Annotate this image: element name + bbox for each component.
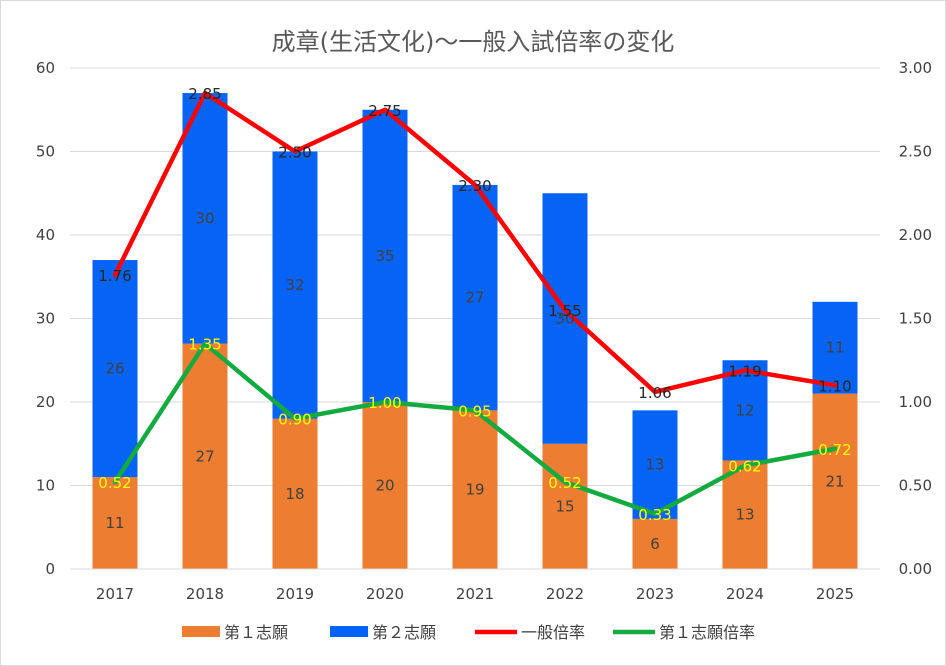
x-tick-label: 2019 [276, 585, 314, 603]
label-first-choice-ratio: 0.95 [458, 402, 491, 420]
y-right-tick-label: 1.00 [899, 393, 932, 411]
line-general-ratio [112, 90, 838, 395]
bar-label-second-choice: 26 [105, 360, 124, 378]
legend-second-choice-swatch [330, 626, 368, 637]
bar-label-first-choice: 20 [375, 477, 394, 495]
bar-label-second-choice: 12 [735, 401, 754, 419]
legend-second-choice-label: 第２志願 [372, 623, 436, 642]
bar-second-choice [542, 193, 588, 444]
y-left-tick-label: 60 [36, 59, 55, 77]
bar-first-choice [722, 460, 768, 569]
y-left-tick-label: 30 [36, 310, 55, 328]
bar-first-choice [362, 402, 408, 569]
bar-label-second-choice: 30 [555, 310, 574, 328]
x-tick-label: 2025 [816, 585, 854, 603]
x-tick-label: 2021 [456, 585, 494, 603]
y-right-tick-label: 2.00 [899, 226, 932, 244]
x-tick-label: 2024 [726, 585, 764, 603]
y-left-tick-label: 10 [36, 477, 55, 495]
legend-first-choice-swatch [182, 626, 220, 637]
label-first-choice-ratio: 0.33 [638, 506, 671, 524]
legend: 第１志願 第２志願 一般倍率 第１志願倍率 [182, 623, 755, 642]
label-first-choice-ratio: 1.35 [188, 336, 221, 354]
legend-first-choice-ratio-label: 第１志願倍率 [659, 623, 755, 642]
bar-label-first-choice: 15 [555, 497, 574, 515]
y-axis-left: 0 10 20 30 40 50 60 [36, 59, 55, 578]
y-right-tick-label: 2.50 [899, 143, 932, 161]
label-first-choice-ratio: 0.52 [98, 474, 131, 492]
label-general-ratio: 1.19 [728, 362, 761, 380]
label-general-ratio: 1.55 [548, 302, 581, 320]
x-tick-label: 2023 [636, 585, 674, 603]
x-tick-label: 2017 [96, 585, 134, 603]
bar-second-choice [182, 93, 228, 344]
x-tick-label: 2020 [366, 585, 404, 603]
label-general-ratio: 1.76 [98, 267, 131, 285]
bar-second-choice [812, 301, 858, 394]
bar-second-choice [92, 260, 138, 478]
bar-label-first-choice: 27 [195, 447, 214, 465]
y-left-tick-label: 40 [36, 226, 55, 244]
bar-label-first-choice: 13 [735, 506, 754, 524]
label-first-choice-ratio: 0.62 [728, 457, 761, 475]
label-general-ratio: 1.06 [638, 384, 671, 402]
y-right-tick-label: 0.50 [899, 477, 932, 495]
bar-label-first-choice: 21 [825, 472, 844, 490]
y-left-tick-label: 0 [45, 560, 55, 578]
bar-second-choice [362, 109, 408, 402]
x-tick-label: 2018 [186, 585, 224, 603]
label-general-ratio: 2.75 [368, 102, 401, 120]
label-general-ratio: 2.30 [458, 177, 491, 195]
legend-first-choice-label: 第１志願 [224, 623, 288, 642]
label-general-ratio: 2.85 [188, 85, 221, 103]
label-general-ratio: 2.50 [278, 144, 311, 162]
bar-second-choice [272, 151, 318, 419]
y-left-tick-label: 50 [36, 143, 55, 161]
bar-label-first-choice: 19 [465, 481, 484, 499]
y-left-tick-label: 20 [36, 393, 55, 411]
bar-first-choice [812, 393, 858, 569]
bar-label-second-choice: 11 [825, 339, 844, 357]
bar-first-choice [272, 418, 318, 569]
data-labels: 11 26 27 30 18 32 20 35 19 27 15 30 6 13 13 12 21 11 1.76 2… [98, 85, 851, 553]
y-axis-right: 0.00 0.50 1.00 1.50 2.00 2.50 3.00 [899, 59, 932, 578]
label-first-choice-ratio: 0.52 [548, 474, 581, 492]
line-first-choice-ratio [112, 341, 838, 517]
bar-second-choice [452, 184, 498, 411]
bar-first-choice [542, 443, 588, 569]
line-series [112, 90, 838, 517]
y-right-tick-label: 3.00 [899, 59, 932, 77]
bar-label-second-choice: 35 [375, 247, 394, 265]
x-axis: 2017 2018 2019 2020 2021 2022 2023 2024 2025 [70, 568, 880, 603]
label-first-choice-ratio: 0.90 [278, 411, 311, 429]
bar-label-first-choice: 6 [650, 535, 660, 553]
x-tick-label: 2022 [546, 585, 584, 603]
y-right-tick-label: 0.00 [899, 560, 932, 578]
bar-label-second-choice: 13 [645, 456, 664, 474]
y-right-tick-label: 1.50 [899, 310, 932, 328]
label-general-ratio: 1.10 [818, 377, 851, 395]
bar-second-choice [632, 410, 678, 519]
bar-label-first-choice: 11 [105, 514, 124, 532]
label-first-choice-ratio: 0.72 [818, 441, 851, 459]
bar-label-second-choice: 27 [465, 289, 484, 307]
bar-first-choice [632, 518, 678, 569]
label-first-choice-ratio: 1.00 [368, 394, 401, 412]
bar-label-second-choice: 30 [195, 209, 214, 227]
bar-label-first-choice: 18 [285, 485, 304, 503]
bar-label-second-choice: 32 [285, 276, 304, 294]
legend-general-ratio-label: 一般倍率 [521, 623, 585, 642]
bar-first-choice [452, 410, 498, 569]
bar-second-choice [722, 360, 768, 461]
bar-first-choice [182, 343, 228, 569]
bar-series [92, 93, 858, 569]
bar-first-choice [92, 477, 138, 569]
chart-title: 成章(生活文化)～一般入試倍率の変化 [272, 28, 675, 56]
